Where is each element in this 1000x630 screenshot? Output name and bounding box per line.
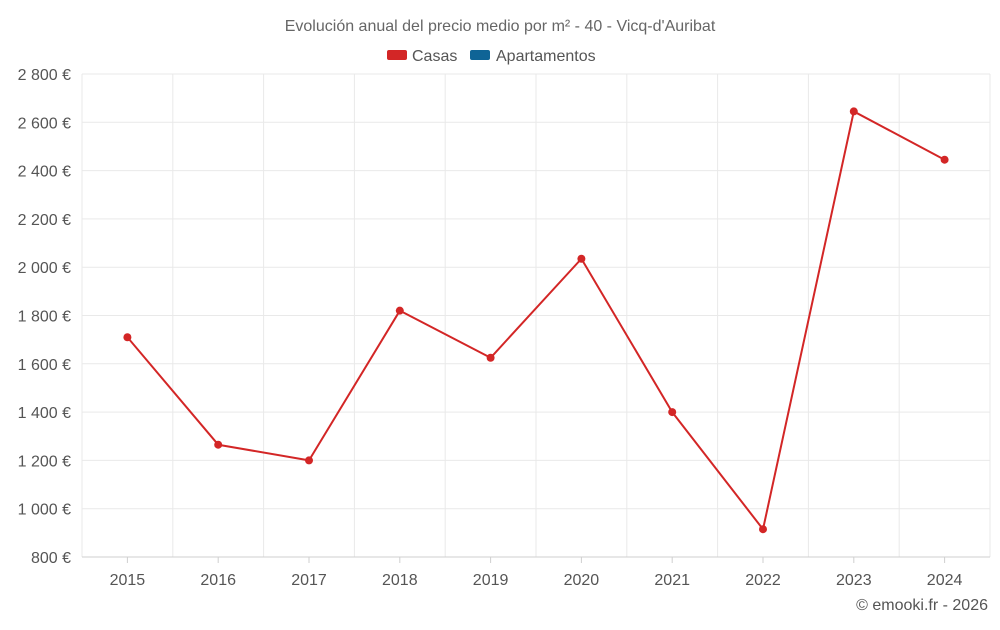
- data-point-casas-2016[interactable]: [214, 440, 223, 449]
- y-tick-label: 1 800 €: [18, 309, 71, 326]
- x-tick-label: 2020: [564, 572, 600, 589]
- credit-text: © emooki.fr - 2026: [856, 597, 988, 614]
- grid: [81, 73, 991, 557]
- legend-item-apartamentos[interactable]: Apartamentos: [470, 48, 596, 65]
- axes: 800 € 1 000 € 1 200 € 1 400 € 1 600 € 1 800 €…: [18, 67, 990, 589]
- y-tick-label: 2 400 €: [18, 164, 71, 181]
- legend-item-casas[interactable]: Casas: [387, 48, 457, 65]
- x-tick-label: 2017: [291, 572, 327, 589]
- data-point-casas-2019[interactable]: [486, 353, 495, 362]
- chart-title: Evolución anual del precio medio por m² …: [285, 18, 716, 35]
- x-tick-label: 2018: [382, 572, 418, 589]
- x-tick-label: 2023: [836, 572, 872, 589]
- x-tick-label: 2021: [654, 572, 690, 589]
- x-tick-label: 2019: [473, 572, 509, 589]
- legend: Casas Apartamentos: [387, 48, 596, 65]
- y-tick-label: 800 €: [31, 550, 71, 567]
- series-layer: [123, 107, 949, 534]
- legend-label-casas: Casas: [412, 48, 457, 65]
- y-tick-label: 1 000 €: [18, 502, 71, 519]
- legend-swatch-apartamentos: [470, 50, 490, 60]
- legend-label-apartamentos: Apartamentos: [496, 48, 596, 65]
- y-tick-label: 1 600 €: [18, 357, 71, 374]
- data-point-casas-2018[interactable]: [395, 306, 404, 315]
- data-point-casas-2024[interactable]: [940, 155, 949, 164]
- data-point-casas-2022[interactable]: [759, 525, 767, 534]
- series-line-casas: [126, 110, 946, 531]
- x-tick-label: 2022: [745, 572, 781, 589]
- y-tick-label: 2 600 €: [18, 115, 71, 132]
- x-tick-label: 2016: [200, 572, 236, 589]
- y-tick-label: 2 000 €: [18, 260, 71, 277]
- data-point-casas-2021[interactable]: [668, 408, 677, 417]
- data-point-casas-2023[interactable]: [849, 107, 858, 116]
- x-tick-label: 2015: [110, 572, 146, 589]
- data-point-casas-2017[interactable]: [305, 456, 313, 465]
- x-tick-label: 2024: [927, 572, 963, 589]
- y-tick-label: 1 200 €: [18, 453, 71, 470]
- y-tick-label: 2 200 €: [18, 212, 71, 229]
- data-point-casas-2015[interactable]: [123, 333, 132, 342]
- data-point-casas-2020[interactable]: [577, 254, 586, 263]
- legend-swatch-casas: [387, 50, 407, 60]
- y-tick-label: 2 800 €: [18, 67, 71, 84]
- y-tick-label: 1 400 €: [18, 405, 71, 422]
